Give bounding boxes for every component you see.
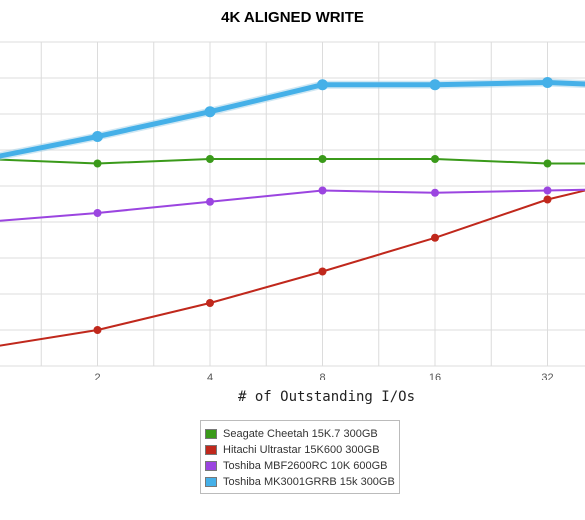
data-point (318, 155, 327, 163)
x-tick-label: 16 (429, 372, 441, 380)
data-point (543, 159, 552, 168)
data-point (431, 188, 439, 197)
legend-item: Seagate Cheetah 15K.7 300GB (201, 426, 399, 442)
legend-label: Toshiba MBF2600RC 10K 600GB (223, 460, 388, 472)
x-tick-label: 2 (94, 372, 100, 380)
data-point (318, 186, 327, 195)
legend: Seagate Cheetah 15K.7 300GB Hitachi Ultra… (200, 420, 400, 494)
legend-item: Toshiba MK3001GRRB 15k 300GB (201, 474, 399, 490)
legend-swatch (205, 461, 217, 471)
data-point (204, 106, 216, 118)
data-point (206, 155, 214, 163)
x-axis-label: # of Outstanding I/Os (238, 389, 416, 405)
data-point (431, 155, 439, 163)
legend-label: Hitachi Ultrastar 15K600 300GB (223, 444, 380, 456)
data-point (318, 267, 327, 276)
legend-swatch (205, 445, 217, 455)
data-point (206, 197, 214, 206)
x-tick-label: 32 (541, 372, 553, 380)
chart-title: 4K ALIGNED WRITE (221, 9, 364, 26)
data-point (429, 79, 441, 91)
x-tick-label: 4 (207, 372, 213, 380)
data-point (92, 131, 103, 142)
data-point (543, 195, 552, 204)
data-point (543, 186, 552, 195)
legend-label: Seagate Cheetah 15K.7 300GB (223, 428, 378, 440)
legend-swatch (205, 477, 217, 487)
legend-swatch (205, 429, 217, 439)
data-point (206, 299, 214, 307)
data-point (431, 233, 439, 242)
data-point (93, 326, 102, 334)
data-point (542, 77, 553, 88)
data-point (93, 209, 102, 217)
legend-item: Hitachi Ultrastar 15K600 300GB (201, 442, 399, 458)
legend-item: Toshiba MBF2600RC 10K 600GB (201, 458, 399, 474)
x-tick-label: 8 (319, 372, 325, 380)
line-chart: 2 4 8 16 32 (0, 41, 585, 380)
legend-label: Toshiba MK3001GRRB 15k 300GB (223, 476, 395, 488)
data-point (93, 159, 102, 168)
data-point (317, 79, 328, 91)
